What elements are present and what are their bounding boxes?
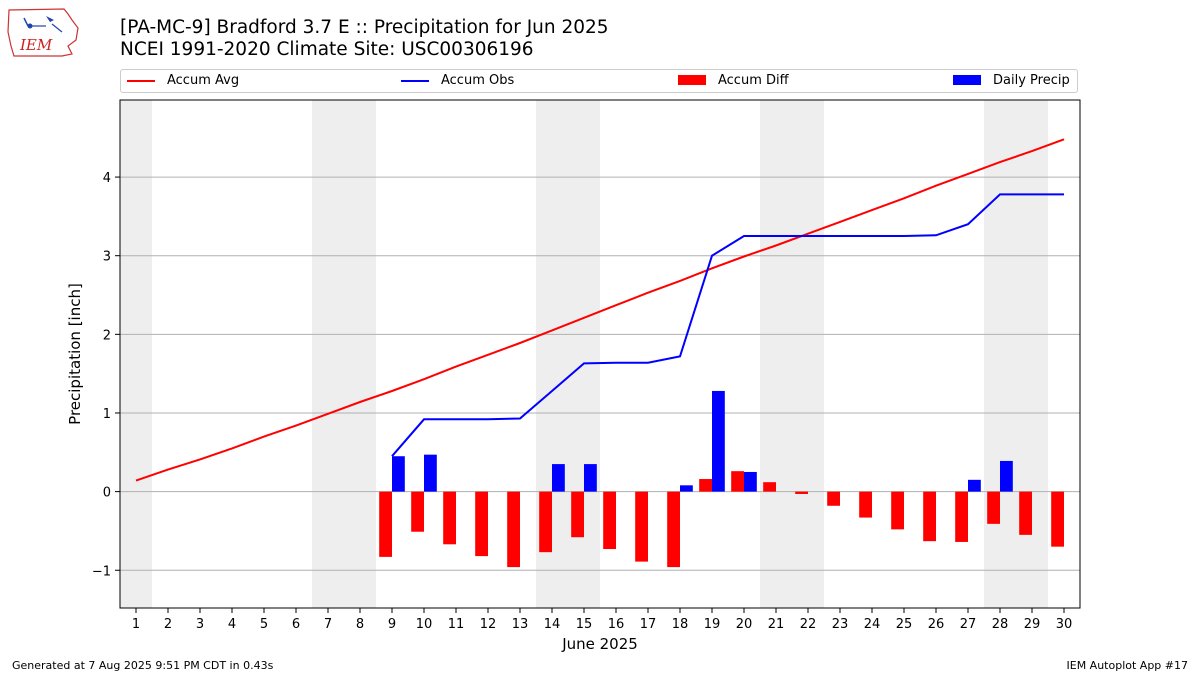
x-tick-label-6: 6	[292, 617, 300, 632]
weekend-band-day-15	[568, 100, 600, 608]
accum-diff-bar-day-14	[539, 491, 552, 553]
accum-diff-bar-day-21	[763, 482, 776, 492]
x-tick-label-22: 22	[800, 617, 817, 632]
accum-diff-bar-day-28	[987, 491, 1000, 524]
accum-diff-bar-day-23	[827, 491, 840, 506]
daily-precip-bar-day-27	[968, 479, 981, 492]
chart-title: [PA-MC-9] Bradford 3.7 E :: Precipitatio…	[120, 17, 609, 38]
x-tick-label-23: 23	[832, 617, 849, 632]
accum-diff-bar-day-22	[795, 491, 808, 494]
accum-diff-bar-day-9	[379, 491, 392, 557]
iem-logo: IEM	[7, 8, 79, 57]
accum-obs-line	[391, 193, 1064, 457]
x-tick-label-11: 11	[448, 617, 465, 632]
legend-label-daily-precip: Daily Precip	[993, 73, 1070, 88]
y-tick-label-3: 3	[103, 250, 111, 265]
x-tick-label-4: 4	[228, 617, 236, 632]
legend-label-accum-avg: Accum Avg	[167, 73, 240, 88]
legend-swatch-daily-precip	[953, 75, 981, 85]
daily-precip-bar-day-28	[1000, 460, 1013, 492]
accum-diff-bar-day-15	[571, 491, 584, 538]
x-axis-label: June 2025	[561, 635, 638, 653]
daily-precip-bar-day-19	[712, 390, 725, 492]
x-tick-label-10: 10	[416, 617, 433, 632]
x-tick-label-27: 27	[960, 617, 977, 632]
weekend-band-day-29	[1016, 100, 1048, 608]
accum-diff-bar-day-17	[635, 491, 648, 562]
accum-diff-bar-day-16	[603, 491, 616, 550]
x-tick-label-15: 15	[576, 617, 593, 632]
daily-precip-bar-day-9	[392, 456, 405, 492]
y-tick-label--1: −1	[92, 564, 111, 579]
daily-precip-bar-day-15	[584, 464, 597, 492]
weekend-band-day-22	[792, 100, 824, 608]
x-tick-label-5: 5	[260, 617, 268, 632]
weekend-band-day-8	[344, 100, 376, 608]
app-note: IEM Autoplot App #17	[1066, 659, 1189, 672]
accum-diff-bar-day-19	[699, 479, 712, 492]
x-tick-label-20: 20	[736, 617, 753, 632]
x-tick-label-19: 19	[704, 617, 721, 632]
accum-diff-bar-day-18	[667, 491, 680, 568]
logo-text: IEM	[19, 36, 53, 54]
accum-diff-bar-day-12	[475, 491, 488, 557]
x-tick-label-9: 9	[388, 617, 396, 632]
x-tick-label-8: 8	[356, 617, 364, 632]
x-tick-label-29: 29	[1024, 617, 1041, 632]
x-tick-label-24: 24	[864, 617, 881, 632]
accum-diff-bar-day-20	[731, 471, 744, 492]
chart-subtitle: NCEI 1991-2020 Climate Site: USC00306196	[120, 39, 534, 60]
weekend-band-day-28	[984, 100, 1016, 608]
x-tick-label-18: 18	[672, 617, 689, 632]
legend-swatch-accum-avg	[127, 80, 155, 82]
accum-diff-bar-day-29	[1019, 491, 1032, 535]
x-tick-label-30: 30	[1056, 617, 1073, 632]
daily-precip-bar-day-10	[424, 454, 437, 492]
x-tick-label-17: 17	[640, 617, 657, 632]
legend-swatch-accum-obs	[401, 80, 429, 82]
x-tick-label-26: 26	[928, 617, 945, 632]
daily-precip-bar-day-18	[680, 485, 693, 492]
legend-swatch-accum-diff	[678, 75, 706, 85]
daily-precip-bar-day-20	[744, 471, 757, 492]
x-tick-label-12: 12	[480, 617, 497, 632]
x-tick-label-14: 14	[544, 617, 561, 632]
legend-label-accum-diff: Accum Diff	[718, 73, 789, 88]
x-tick-label-3: 3	[196, 617, 204, 632]
x-tick-label-28: 28	[992, 617, 1009, 632]
weekend-band-day-1	[120, 100, 152, 608]
accum-diff-bar-day-13	[507, 491, 520, 568]
x-tick-label-21: 21	[768, 617, 785, 632]
y-tick-label-2: 2	[103, 328, 111, 343]
weekend-band-day-21	[760, 100, 792, 608]
x-tick-label-13: 13	[512, 617, 529, 632]
weekend-band-day-7	[312, 100, 344, 608]
y-tick-label-4: 4	[103, 171, 111, 186]
accum-avg-line	[135, 138, 1065, 482]
x-tick-label-25: 25	[896, 617, 913, 632]
legend-label-accum-obs: Accum Obs	[441, 73, 515, 88]
y-tick-label-1: 1	[103, 407, 111, 422]
accum-diff-bar-day-30	[1051, 491, 1064, 547]
x-tick-label-1: 1	[132, 617, 140, 632]
generated-note: Generated at 7 Aug 2025 9:51 PM CDT in 0…	[12, 659, 274, 672]
accum-diff-bar-day-26	[923, 491, 936, 542]
accum-diff-bar-day-10	[411, 491, 424, 532]
accum-diff-bar-day-11	[443, 491, 456, 545]
daily-precip-bar-day-14	[552, 464, 565, 492]
weekend-band-day-14	[536, 100, 568, 608]
accum-diff-bar-day-27	[955, 491, 968, 542]
accum-diff-bar-day-24	[859, 491, 872, 518]
x-tick-label-2: 2	[164, 617, 172, 632]
legend: Accum Avg Accum Obs Accum Diff Daily Pre…	[120, 69, 1078, 93]
x-tick-label-7: 7	[324, 617, 332, 632]
y-tick-label-0: 0	[103, 486, 111, 501]
x-tick-label-16: 16	[608, 617, 625, 632]
plot-frame	[119, 99, 1081, 609]
y-axis-label: Precipitation [inch]	[66, 283, 84, 425]
accum-diff-bar-day-25	[891, 491, 904, 530]
